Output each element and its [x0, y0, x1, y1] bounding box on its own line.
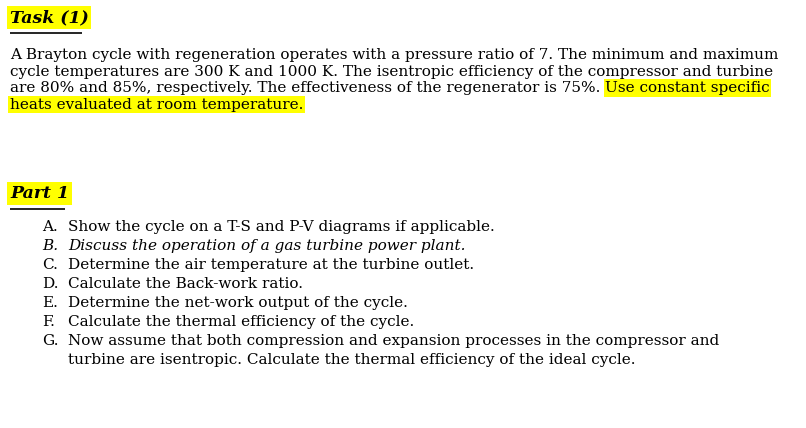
Text: Use constant specific: Use constant specific: [605, 81, 770, 95]
Text: C.: C.: [42, 258, 58, 272]
Text: Calculate the Back-work ratio.: Calculate the Back-work ratio.: [68, 277, 303, 291]
Text: Now assume that both compression and expansion processes in the compressor and: Now assume that both compression and exp…: [68, 334, 719, 348]
Text: turbine are isentropic. Calculate the thermal efficiency of the ideal cycle.: turbine are isentropic. Calculate the th…: [68, 353, 635, 367]
Text: Show the cycle on a T-S and P-V diagrams if applicable.: Show the cycle on a T-S and P-V diagrams…: [68, 220, 495, 234]
Text: A Brayton cycle with regeneration operates with a pressure ratio of 7. The minim: A Brayton cycle with regeneration operat…: [10, 48, 779, 62]
Text: Part 1: Part 1: [10, 185, 69, 202]
Text: A.: A.: [42, 220, 58, 234]
Text: B.: B.: [42, 239, 58, 253]
Text: Task (1): Task (1): [10, 9, 89, 26]
Text: heats evaluated at room temperature.: heats evaluated at room temperature.: [10, 98, 303, 112]
Text: Discuss the operation of a gas turbine power plant.: Discuss the operation of a gas turbine p…: [68, 239, 466, 253]
Text: Determine the air temperature at the turbine outlet.: Determine the air temperature at the tur…: [68, 258, 474, 272]
Text: F.: F.: [42, 315, 55, 329]
Text: G.: G.: [42, 334, 59, 348]
Text: D.: D.: [42, 277, 59, 291]
Text: Determine the net-work output of the cycle.: Determine the net-work output of the cyc…: [68, 296, 408, 310]
Text: E.: E.: [42, 296, 58, 310]
Text: Calculate the thermal efficiency of the cycle.: Calculate the thermal efficiency of the …: [68, 315, 414, 329]
Text: are 80% and 85%, respectively. The effectiveness of the regenerator is 75%.: are 80% and 85%, respectively. The effec…: [10, 81, 605, 95]
Text: cycle temperatures are 300 K and 1000 K. The isentropic efficiency of the compre: cycle temperatures are 300 K and 1000 K.…: [10, 65, 773, 78]
